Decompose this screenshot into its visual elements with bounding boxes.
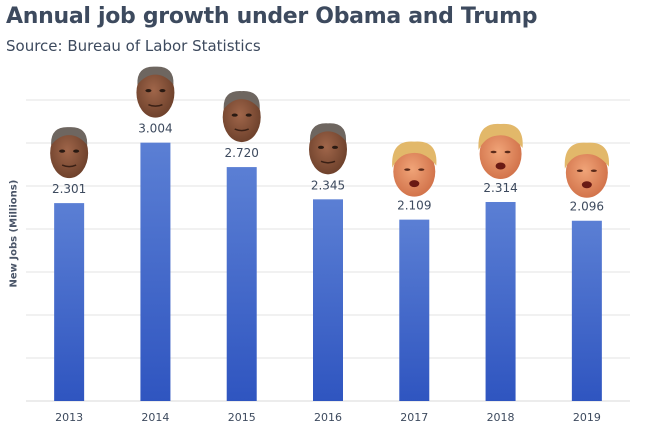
bar-2018 bbox=[485, 201, 516, 401]
data-label: 2.345 bbox=[311, 178, 345, 192]
bar-2014 bbox=[140, 142, 171, 401]
chart-subtitle: Source: Bureau of Labor Statistics bbox=[6, 37, 261, 55]
chart-title: Annual job growth under Obama and Trump bbox=[6, 4, 538, 29]
data-label: 3.004 bbox=[138, 122, 172, 136]
obama-face-icon bbox=[50, 127, 89, 179]
data-label: 2.109 bbox=[397, 199, 431, 213]
data-label: 2.720 bbox=[225, 146, 259, 160]
bar-2016 bbox=[313, 199, 343, 401]
trump-face-icon bbox=[392, 141, 437, 197]
trump-face-icon bbox=[478, 123, 523, 179]
data-label: 2.096 bbox=[570, 200, 604, 214]
obama-face-icon bbox=[222, 91, 261, 143]
trump-face-icon bbox=[564, 142, 610, 198]
bar-2019 bbox=[571, 220, 602, 401]
bar-2015 bbox=[226, 167, 257, 401]
data-label: 2.314 bbox=[483, 181, 517, 195]
x-tick-label: 2014 bbox=[141, 411, 169, 424]
obama-face-icon bbox=[136, 66, 175, 118]
bar-2013 bbox=[54, 203, 85, 401]
x-tick-label: 2018 bbox=[487, 411, 515, 424]
x-tick-label: 2019 bbox=[573, 411, 601, 424]
data-label: 2.301 bbox=[52, 182, 86, 196]
obama-face-icon bbox=[309, 123, 347, 175]
x-tick-label: 2013 bbox=[55, 411, 83, 424]
x-tick-label: 2015 bbox=[228, 411, 256, 424]
bar-2017 bbox=[399, 219, 430, 401]
x-tick-label: 2016 bbox=[314, 411, 342, 424]
x-tick-label: 2017 bbox=[400, 411, 428, 424]
